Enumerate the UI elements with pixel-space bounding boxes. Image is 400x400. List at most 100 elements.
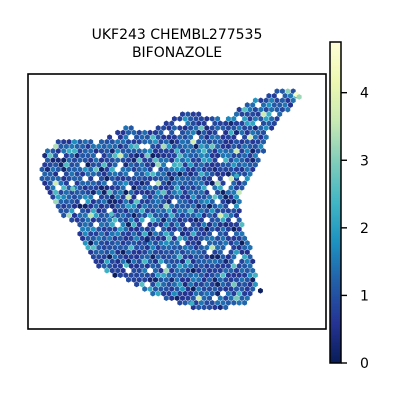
spot: [177, 263, 183, 269]
spot: [242, 281, 248, 288]
spot: [158, 258, 164, 265]
spot: [104, 184, 110, 191]
spot: [155, 207, 161, 214]
spot: [96, 217, 102, 223]
spot: [128, 253, 134, 260]
spot: [85, 171, 91, 177]
spot: [169, 249, 175, 256]
spot: [185, 240, 191, 246]
spot: [193, 235, 199, 242]
spot: [212, 148, 218, 154]
spot: [215, 180, 221, 187]
spot: [72, 157, 77, 164]
spot: [163, 267, 169, 274]
spot: [228, 212, 234, 219]
spot: [223, 157, 229, 164]
spot: [163, 184, 169, 191]
spot: [261, 129, 266, 136]
spot: [180, 221, 185, 228]
spot: [258, 106, 264, 113]
spot: [180, 230, 185, 237]
spot: [234, 212, 239, 219]
spot: [96, 143, 102, 150]
spot: [136, 258, 142, 265]
spot: [163, 295, 169, 302]
spot: [147, 221, 153, 228]
spot: [150, 235, 156, 242]
spot: [131, 175, 137, 182]
spot: [185, 212, 191, 219]
spot: [69, 207, 75, 214]
spot: [188, 235, 194, 242]
spot: [139, 281, 145, 288]
spot: [155, 134, 161, 141]
spot: [126, 258, 131, 265]
spot: [215, 134, 221, 141]
spot: [85, 217, 91, 223]
spot: [158, 249, 164, 256]
spot: [174, 267, 180, 274]
spot: [193, 171, 199, 177]
spot: [153, 184, 158, 191]
spot: [207, 295, 212, 302]
spot: [234, 148, 239, 154]
spot: [80, 180, 86, 187]
spot: [174, 175, 180, 182]
spot: [177, 189, 183, 196]
spot: [144, 152, 150, 159]
spot: [104, 175, 110, 182]
spot: [190, 221, 196, 228]
spot: [115, 249, 121, 256]
spot: [96, 189, 102, 196]
spot: [58, 180, 64, 187]
spot: [120, 258, 126, 265]
spot: [204, 281, 210, 288]
spot: [120, 129, 126, 136]
spot: [228, 249, 234, 256]
spot: [93, 212, 99, 219]
spot: [190, 184, 196, 191]
spot: [74, 152, 80, 159]
spot: [180, 157, 185, 164]
spot: [45, 166, 50, 173]
spot: [266, 111, 272, 118]
spot: [99, 166, 104, 173]
spot: [217, 230, 223, 237]
spot: [174, 221, 180, 228]
spot: [236, 244, 242, 251]
spot: [274, 106, 280, 113]
spot: [207, 286, 212, 292]
spot: [144, 207, 150, 214]
spot: [247, 161, 253, 168]
spot: [250, 286, 256, 292]
spot: [190, 249, 196, 256]
spot: [177, 152, 183, 159]
spot: [236, 226, 242, 233]
spot: [99, 221, 104, 228]
spot: [77, 157, 83, 164]
spot: [257, 287, 263, 294]
spot: [139, 244, 145, 251]
spot: [63, 161, 69, 168]
spot: [66, 194, 72, 200]
spot: [190, 295, 196, 302]
spot: [50, 184, 56, 191]
spot: [120, 267, 126, 274]
spot: [239, 230, 245, 237]
spot: [53, 152, 59, 159]
spot: [171, 217, 177, 223]
spot: [212, 184, 218, 191]
spot: [196, 212, 202, 219]
spot: [261, 138, 266, 145]
spot: [188, 143, 194, 150]
spot: [155, 235, 161, 242]
spot: [99, 148, 104, 154]
spot: [155, 272, 161, 279]
spot: [117, 226, 123, 233]
spot: [136, 212, 142, 219]
spot: [117, 171, 123, 177]
spot: [263, 125, 269, 131]
spot: [109, 166, 115, 173]
spot: [150, 217, 156, 223]
spot: [115, 203, 121, 210]
